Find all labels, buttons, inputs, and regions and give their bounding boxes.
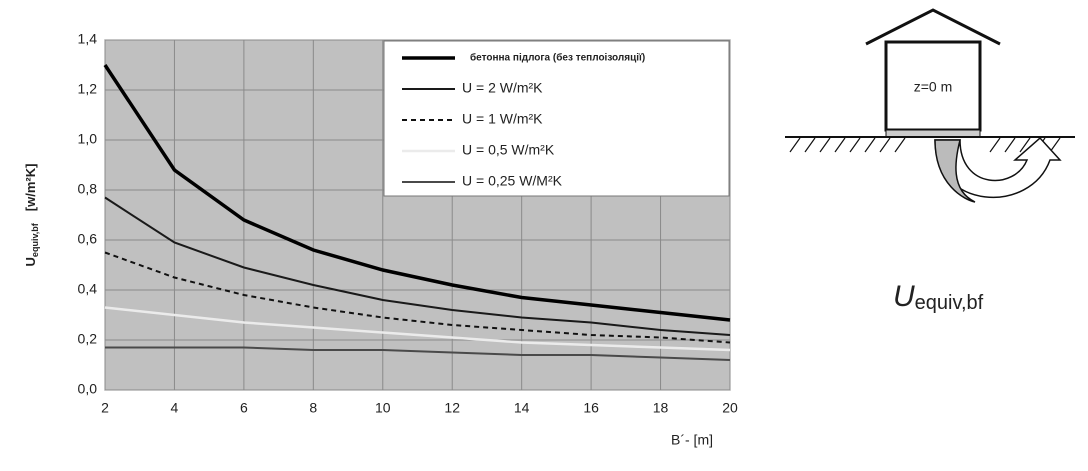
depth-label: z=0 m bbox=[914, 79, 953, 95]
x-tick-label: 10 bbox=[375, 400, 391, 416]
y-tick-label: 1,2 bbox=[78, 81, 98, 97]
heat-arrow-front bbox=[934, 139, 976, 203]
x-tick-label: 4 bbox=[171, 400, 179, 416]
x-tick-label: 16 bbox=[583, 400, 599, 416]
diagram-caption: Uequiv,bf bbox=[893, 280, 984, 314]
x-tick-label: 8 bbox=[309, 400, 317, 416]
series-line bbox=[105, 346, 731, 361]
x-tick-label: 12 bbox=[444, 400, 460, 416]
x-tick-label: 18 bbox=[653, 400, 669, 416]
y-label-unit: [w/m²K] bbox=[23, 164, 38, 212]
y-tick-label: 0,2 bbox=[78, 331, 98, 347]
slab bbox=[885, 129, 981, 138]
legend-box bbox=[383, 40, 730, 197]
y-axis-label: Uequiv,bf [w/m²K] bbox=[23, 164, 40, 267]
y-tick-label: 0,4 bbox=[78, 281, 98, 297]
y-label-sub: equiv,bf bbox=[30, 222, 40, 257]
x-tick-label: 20 bbox=[722, 400, 738, 416]
house-wall bbox=[884, 40, 982, 132]
series-line bbox=[104, 196, 731, 336]
y-tick-label: 1,0 bbox=[78, 131, 98, 147]
x-tick-label: 6 bbox=[240, 400, 248, 416]
y-tick-label: 0,8 bbox=[78, 181, 98, 197]
legend-label: U = 2 W/m²K bbox=[462, 80, 543, 96]
hatch bbox=[789, 137, 1061, 153]
caption-main: U bbox=[893, 280, 915, 313]
caption-sub: equiv,bf bbox=[915, 292, 984, 314]
legend-label: бетонна підлога (без теплоізоляції) bbox=[470, 52, 645, 64]
house-diagram: z=0 m Uequiv,bf bbox=[785, 8, 1075, 314]
roof bbox=[865, 8, 1001, 46]
legend-label: U = 0,5 W/m²K bbox=[462, 142, 555, 158]
lines bbox=[103, 64, 731, 361]
series-line bbox=[104, 251, 731, 344]
y-label-main: U bbox=[23, 257, 38, 266]
y-tick-label: 1,4 bbox=[78, 31, 98, 47]
series-line bbox=[103, 64, 731, 322]
y-tick-label: 0,6 bbox=[78, 231, 98, 247]
x-tick-label: 14 bbox=[514, 400, 530, 416]
legend-label: U = 0,25 W/M²K bbox=[462, 173, 563, 189]
x-axis-label: B´- [m] bbox=[671, 432, 713, 448]
y-tick-label: 0,0 bbox=[78, 381, 98, 397]
series-line bbox=[104, 306, 731, 352]
legend-label: U = 1 W/m²K bbox=[462, 111, 543, 127]
legend: бетонна підлога (без теплоізоляції) U = 2… bbox=[383, 40, 730, 197]
x-tick-label: 2 bbox=[101, 400, 109, 416]
